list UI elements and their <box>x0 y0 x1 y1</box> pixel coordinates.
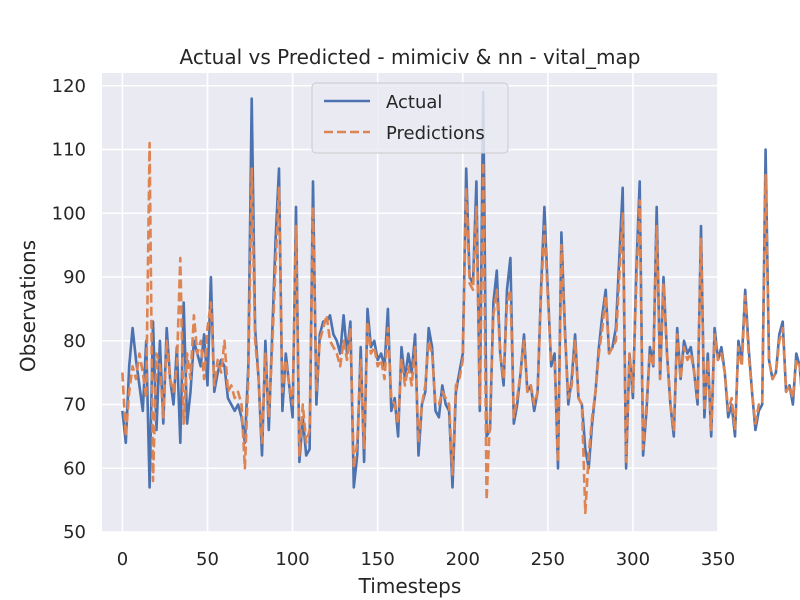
x-tick-label: 50 <box>196 549 219 570</box>
y-tick-label: 90 <box>63 267 86 288</box>
y-tick-label: 60 <box>63 458 86 479</box>
x-tick-label: 150 <box>360 549 394 570</box>
series-group <box>121 90 800 515</box>
y-tick-label: 80 <box>63 331 86 352</box>
y-tick-label: 70 <box>63 395 86 416</box>
legend-label-predictions: Predictions <box>386 123 485 144</box>
legend-label-actual: Actual <box>386 92 442 113</box>
y-tick-label: 110 <box>52 140 86 161</box>
x-tick-label: 250 <box>531 549 565 570</box>
legend: Actual Predictions <box>311 82 509 154</box>
y-axis-label: Observations <box>16 240 40 372</box>
x-tick-label: 300 <box>616 549 650 570</box>
y-tick-label: 100 <box>52 203 86 224</box>
y-tick-label: 120 <box>52 76 86 97</box>
x-axis-label: Timesteps <box>358 574 462 598</box>
x-tick-label: 200 <box>446 549 480 570</box>
x-tick-label: 100 <box>275 549 309 570</box>
series-line-predictions <box>121 141 800 515</box>
chart-title: Actual vs Predicted - mimiciv & nn - vit… <box>180 45 641 69</box>
x-tick-label: 0 <box>117 549 128 570</box>
y-axis-ticks: 50 60 70 80 90 100 110 120 <box>52 76 86 543</box>
x-tick-label: 350 <box>701 549 735 570</box>
y-tick-label: 50 <box>63 522 86 543</box>
x-axis-ticks: 0 50 100 150 200 250 300 350 <box>117 549 735 570</box>
